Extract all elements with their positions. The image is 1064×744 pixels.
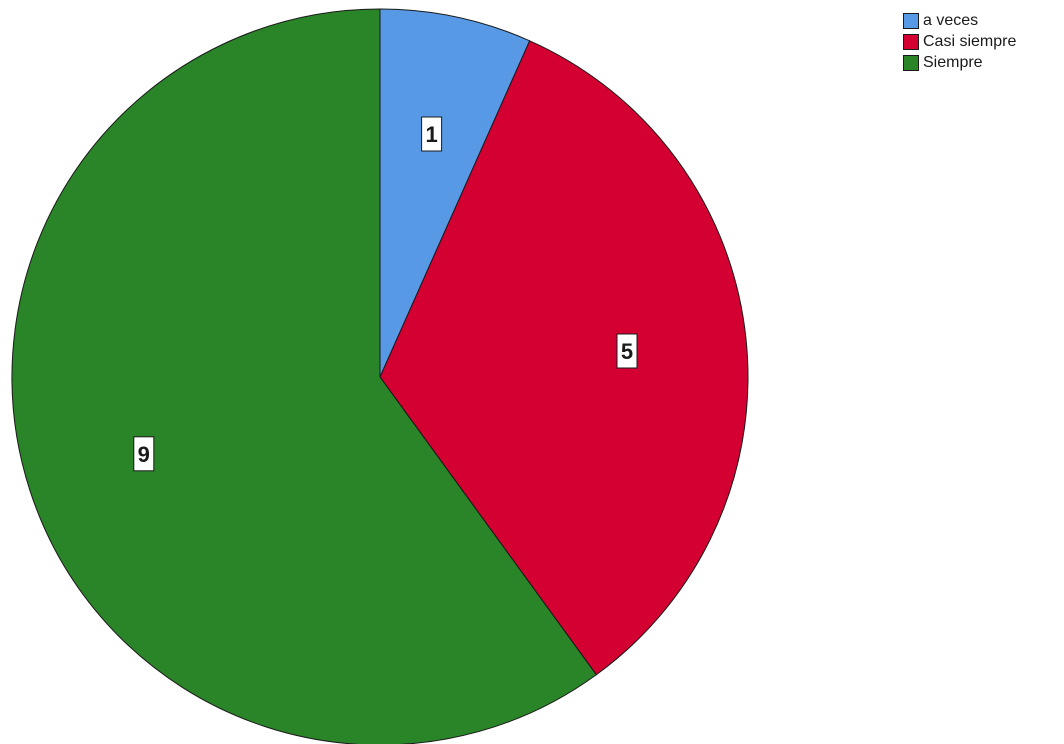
pie-data-labels: 1 5 9: [133, 116, 638, 472]
legend-swatch-casi-siempre: [903, 33, 919, 50]
data-label-text: 1: [425, 122, 437, 147]
legend-item-siempre: Siempre: [903, 52, 1016, 73]
data-label-casi-siempre: 5: [616, 333, 638, 369]
legend-item-a-veces: a veces: [903, 10, 1016, 31]
legend-swatch-a-veces: [903, 12, 919, 29]
legend-label-casi-siempre: Casi siempre: [923, 32, 1017, 50]
legend-label-a-veces: a veces: [923, 11, 979, 29]
legend-label-siempre: Siempre: [923, 53, 983, 71]
data-label-box: [133, 436, 155, 472]
data-label-text: 9: [138, 442, 150, 467]
pie-slices: [11, 8, 749, 744]
data-label-box: [421, 116, 443, 152]
data-label-siempre: 9: [133, 436, 155, 472]
legend-swatch-siempre: [903, 54, 919, 71]
pie-slice-casi-siempre: [379, 40, 749, 676]
legend-item-casi-siempre: Casi siempre: [903, 31, 1016, 52]
data-label-text: 5: [621, 339, 633, 364]
data-label-box: [616, 333, 638, 369]
legend: a veces Casi siempre Siempre: [903, 10, 1016, 73]
data-label-a-veces: 1: [421, 116, 443, 152]
pie-slice-siempre: [11, 8, 597, 744]
pie-slice-a-veces: [379, 8, 531, 378]
